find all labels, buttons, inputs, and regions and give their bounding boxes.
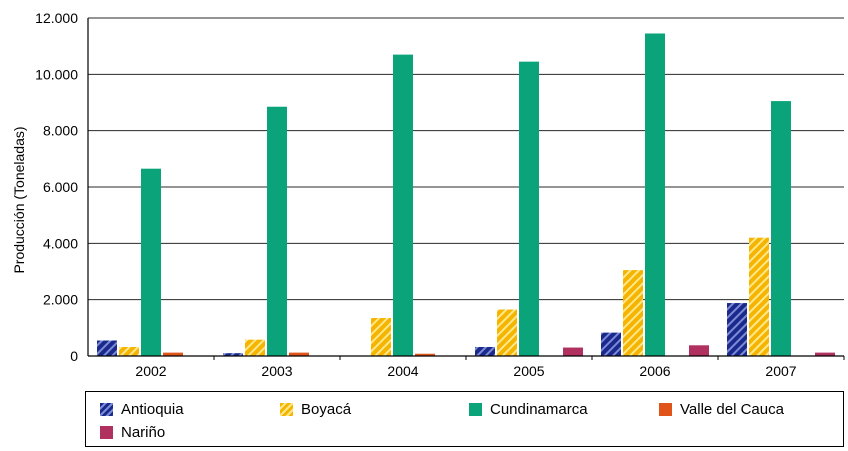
bar-cundinamarca-2002 — [141, 168, 161, 356]
x-tick-label: 2005 — [513, 363, 544, 379]
legend-label: Antioquia — [121, 401, 184, 418]
bar-boyac--2003 — [245, 339, 265, 356]
bar-valle-del-cauca-2003 — [289, 352, 309, 356]
bar-valle-del-cauca-2002 — [163, 352, 183, 356]
bar-antioquia-2007 — [727, 303, 747, 356]
legend-swatch-narino — [100, 426, 113, 439]
bar-nari-o-2005 — [563, 347, 583, 356]
bar-nari-o-2007 — [815, 352, 835, 356]
bar-cundinamarca-2006 — [645, 33, 665, 356]
y-tick-label: 2.000 — [43, 292, 78, 308]
y-axis-label: Producción (Toneladas) — [11, 126, 27, 273]
tick-labels: 0 2.000 4.000 6.000 8.000 10.000 12.000 2002 200… — [35, 10, 797, 379]
y-tick-label: 0 — [70, 348, 78, 364]
legend-swatch-valle-del-cauca — [659, 403, 672, 416]
legend-item-narino: Nariño — [100, 425, 165, 441]
bar-antioquia-2006 — [601, 332, 621, 356]
bar-antioquia-2002 — [97, 340, 117, 356]
legend-item-boyaca: Boyacá — [280, 402, 351, 418]
y-tick-label: 4.000 — [43, 235, 78, 251]
bar-boyac--2002 — [119, 346, 139, 356]
legend-swatch-antioquia — [100, 403, 113, 416]
x-tick-label: 2003 — [261, 363, 292, 379]
legend-label: Valle del Cauca — [680, 401, 784, 418]
legend: Antioquia Boyacá Cundinamarca Valle del … — [85, 391, 844, 447]
bar-antioquia-2003 — [223, 353, 243, 356]
y-tick-label: 8.000 — [43, 123, 78, 139]
bar-cundinamarca-2003 — [267, 106, 287, 356]
legend-item-antioquia: Antioquia — [100, 402, 184, 418]
bar-boyac--2006 — [623, 270, 643, 356]
bar-antioquia-2005 — [475, 346, 495, 356]
y-tick-label: 12.000 — [35, 10, 78, 26]
x-tick-label: 2007 — [765, 363, 796, 379]
x-tick-label: 2006 — [639, 363, 670, 379]
bar-cundinamarca-2005 — [519, 61, 539, 357]
bar-boyac--2004 — [371, 317, 391, 356]
bars — [97, 33, 835, 357]
legend-swatch-cundinamarca — [469, 403, 482, 416]
bar-boyac--2007 — [749, 237, 769, 356]
bar-valle-del-cauca-2004 — [415, 353, 435, 356]
legend-label: Cundinamarca — [490, 401, 588, 418]
x-tick-label: 2004 — [387, 363, 418, 379]
legend-item-cundinamarca: Cundinamarca — [469, 402, 588, 418]
bar-cundinamarca-2004 — [393, 54, 413, 356]
legend-label: Boyacá — [301, 401, 352, 418]
legend-label: Nariño — [121, 424, 166, 441]
axes — [87, 18, 845, 360]
bar-nari-o-2006 — [689, 345, 709, 356]
x-tick-label: 2002 — [135, 363, 166, 379]
legend-item-valle-del-cauca: Valle del Cauca — [659, 402, 784, 418]
gridlines — [88, 17, 844, 301]
bar-cundinamarca-2007 — [771, 101, 791, 356]
bar-boyac--2005 — [497, 309, 517, 356]
legend-swatch-boyaca — [280, 403, 293, 416]
y-tick-label: 6.000 — [43, 179, 78, 195]
y-tick-label: 10.000 — [35, 66, 78, 82]
